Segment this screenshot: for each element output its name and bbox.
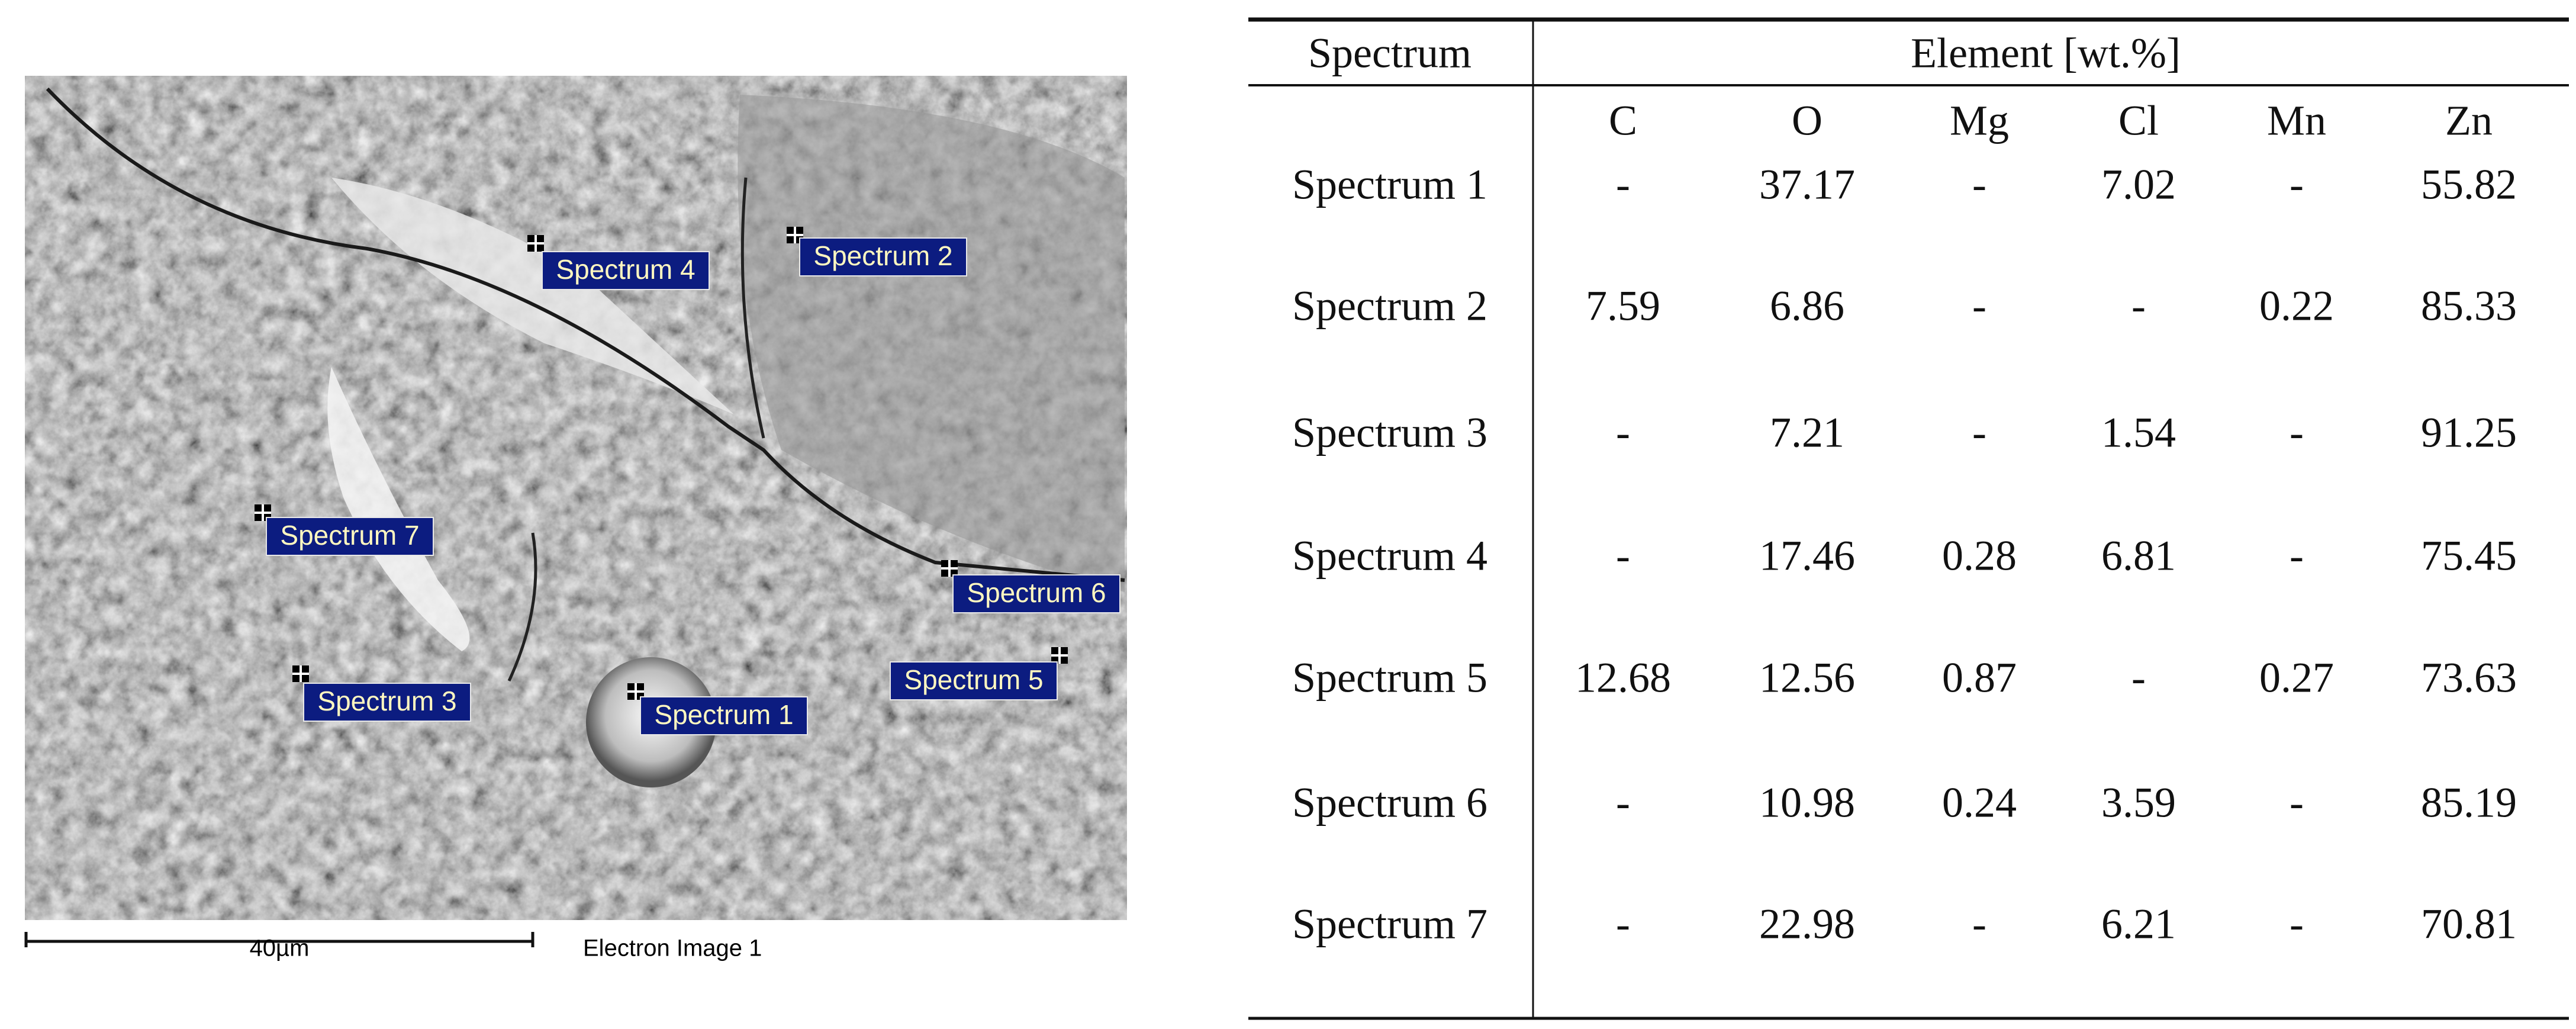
table-cell: 55.82 xyxy=(2421,161,2517,208)
table-cell: - xyxy=(1972,901,1986,948)
spectrum-marker: Spectrum 6 xyxy=(941,560,1120,613)
label-box xyxy=(303,683,471,722)
row-label: Spectrum 5 xyxy=(1292,654,1487,702)
marker-cross xyxy=(255,504,271,521)
table: Spectrum Element [wt.%] C O Mg Cl Mn Zn Spectr… xyxy=(1248,17,2569,1020)
row-label: Spectrum 1 xyxy=(1292,161,1487,208)
table-cell: - xyxy=(1616,901,1630,948)
table-cell: - xyxy=(2131,282,2146,330)
spectrum-marker: Spectrum 3 xyxy=(292,665,471,722)
column-header: Mn xyxy=(2267,97,2326,144)
table-cell: 10.98 xyxy=(1759,779,1855,827)
table-cell: 12.68 xyxy=(1575,654,1671,702)
row-label: Spectrum 4 xyxy=(1292,532,1487,580)
scale-bar-label: 40µm xyxy=(250,935,310,962)
table-cell: 37.17 xyxy=(1759,161,1855,208)
label-box xyxy=(640,696,808,735)
column-header: O xyxy=(1792,97,1822,144)
spectrum-marker: Spectrum 4 xyxy=(527,235,710,290)
table-cell: 75.45 xyxy=(2421,532,2517,580)
column-header: Cl xyxy=(2118,97,2159,144)
table-cell: 85.33 xyxy=(2421,282,2517,330)
spectrum-marker: Spectrum 1 xyxy=(627,683,808,735)
spectrum-label: Spectrum 7 xyxy=(280,520,419,551)
table-cell: - xyxy=(2290,779,2304,827)
table-cell: 7.02 xyxy=(2101,161,2176,208)
table-cell: 1.54 xyxy=(2101,409,2176,456)
marker-cross xyxy=(787,227,803,243)
table-cell: 0.22 xyxy=(2259,282,2334,330)
table-cell: 0.24 xyxy=(1942,779,2017,827)
table-cell: - xyxy=(2131,654,2146,702)
row-label: Spectrum 6 xyxy=(1292,779,1487,827)
spectrum-label: Spectrum 2 xyxy=(813,240,952,271)
label-box xyxy=(890,661,1058,700)
table-cell: 17.46 xyxy=(1759,532,1855,580)
row-label: Spectrum 7 xyxy=(1292,901,1487,948)
table-cell: 0.27 xyxy=(2259,654,2334,702)
table-cell: 85.19 xyxy=(2421,779,2517,827)
header-cell: Element [wt.%] xyxy=(1911,30,2181,77)
column-header: C xyxy=(1609,97,1637,144)
spectrum-label: Spectrum 4 xyxy=(556,254,695,285)
table-cell: 22.98 xyxy=(1759,901,1855,948)
table-cell: 6.86 xyxy=(1770,282,1844,330)
sem-image xyxy=(25,76,1127,920)
table-cell: - xyxy=(1616,409,1630,456)
table-cell: - xyxy=(1616,161,1630,208)
table-cell: 6.81 xyxy=(2101,532,2176,580)
spectrum-label: Spectrum 5 xyxy=(904,664,1043,695)
table-cell: 91.25 xyxy=(2421,409,2517,456)
spectrum-marker: Spectrum 5 xyxy=(890,647,1068,700)
table-cell: - xyxy=(1616,779,1630,827)
table-cell: 6.21 xyxy=(2101,901,2176,948)
table-cell: - xyxy=(1972,282,1986,330)
spectrum-marker: Spectrum 2 xyxy=(787,227,967,276)
table-cell: - xyxy=(1972,161,1986,208)
marker-cross xyxy=(941,560,958,577)
column-header: Mg xyxy=(1950,97,2009,144)
header-cell: Spectrum xyxy=(1308,30,1471,77)
spectrum-label: Spectrum 6 xyxy=(967,577,1106,608)
table-cell: 7.21 xyxy=(1770,409,1844,456)
table-cell: 12.56 xyxy=(1759,654,1855,702)
table-cell: - xyxy=(1972,409,1986,456)
table-cell: 7.59 xyxy=(1586,282,1660,330)
marker-cross xyxy=(527,235,544,252)
label-box xyxy=(799,237,967,276)
table-cell: - xyxy=(2290,901,2304,948)
marker-cross xyxy=(627,683,644,700)
column-header: Zn xyxy=(2445,97,2493,144)
spectrum-label: Spectrum 1 xyxy=(654,699,793,730)
spectrum-label: Spectrum 3 xyxy=(317,686,456,716)
table-cell: 70.81 xyxy=(2421,901,2517,948)
row-label: Spectrum 2 xyxy=(1292,282,1487,330)
marker-cross xyxy=(1051,647,1068,664)
table-cell: 3.59 xyxy=(2101,779,2176,827)
label-box xyxy=(952,574,1120,613)
table-cell: - xyxy=(2290,532,2304,580)
label-box xyxy=(266,517,434,556)
label-box xyxy=(542,251,710,290)
table-cell: 0.87 xyxy=(1942,654,2017,702)
marker-cross xyxy=(292,665,309,682)
table-cell: 0.28 xyxy=(1942,532,2017,580)
table-cell: 73.63 xyxy=(2421,654,2517,702)
table-cell: - xyxy=(2290,161,2304,208)
table-cell: - xyxy=(1616,532,1630,580)
table-cell: - xyxy=(2290,409,2304,456)
image-caption: Electron Image 1 xyxy=(583,935,762,962)
spectrum-marker: Spectrum 7 xyxy=(255,504,434,556)
row-label: Spectrum 3 xyxy=(1292,409,1487,456)
